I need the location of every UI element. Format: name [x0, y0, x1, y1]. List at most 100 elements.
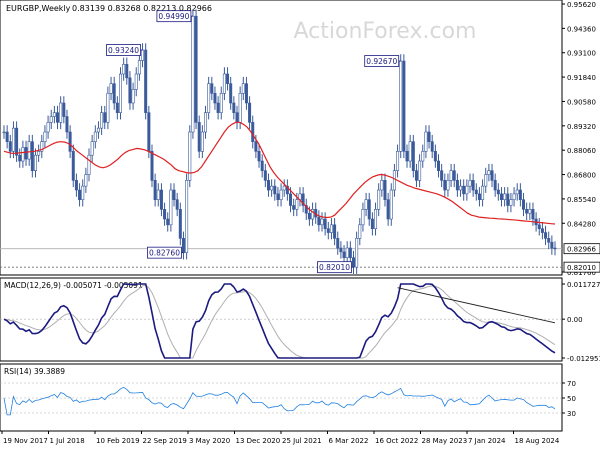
price-candle-body	[68, 131, 72, 152]
time-tick-label: 7 Jan 2024	[468, 437, 506, 445]
price-candle-body	[260, 160, 264, 171]
price-candle-body	[399, 60, 403, 152]
price-candle-body	[418, 160, 422, 181]
price-candle-body	[301, 193, 305, 206]
price-candle-body	[115, 102, 119, 113]
price-candle-body	[175, 199, 179, 210]
price-candle-body	[386, 199, 390, 220]
price-candle-body	[553, 247, 557, 250]
annotation-label: 0.94990	[158, 12, 189, 21]
macd-axis: 0.011727 0.00 -0.012951	[562, 281, 600, 363]
macd-title: MACD(12,26,9) -0.005071 -0.005091	[4, 281, 143, 290]
price-candle-body	[169, 189, 173, 226]
price-candle-body	[355, 238, 359, 268]
price-tick-label: 0.95620	[567, 1, 596, 9]
price-candle-body	[71, 151, 75, 181]
price-candle-body	[59, 102, 63, 123]
price-candle-body	[374, 209, 378, 229]
price-candle-body	[474, 189, 478, 195]
price-candle-body	[232, 102, 236, 113]
price-candle-body	[459, 185, 463, 191]
price-candle-body	[452, 170, 456, 181]
price-candle-body	[493, 180, 497, 191]
price-candle-body	[131, 89, 135, 104]
price-candle-body	[317, 216, 321, 226]
price-candle-body	[311, 209, 315, 220]
price-candle-body	[74, 180, 78, 191]
price-candle-body	[197, 122, 201, 152]
price-candle-body	[166, 218, 170, 226]
price-candle-body	[364, 199, 368, 210]
price-candle-body	[540, 228, 544, 233]
rsi-tick-label: 30	[567, 410, 576, 418]
macd-tick-label: 0.011727	[567, 281, 600, 289]
price-tick-label: 0.86800	[567, 172, 596, 180]
price-candle-body	[219, 93, 223, 113]
price-candle-body	[43, 131, 47, 142]
price-candle-body	[525, 209, 529, 214]
price-candle-body	[282, 185, 286, 191]
rsi-line	[3, 386, 556, 416]
annotation-label: 0.93240	[108, 46, 139, 55]
price-candle-body	[147, 112, 151, 152]
price-candle-body	[263, 170, 267, 181]
price-candle-body	[484, 174, 488, 187]
price-candle-body	[15, 127, 19, 156]
price-candle-body	[118, 73, 122, 113]
price-candle-body	[487, 170, 491, 175]
macd-panel-frame	[0, 277, 563, 362]
price-candle-body	[200, 131, 204, 152]
rsi-tick-label: 70	[567, 380, 576, 388]
macd-trendline	[397, 287, 556, 324]
price-candle-body	[389, 189, 393, 220]
price-candle-body	[320, 218, 324, 226]
price-candle-body	[509, 199, 513, 206]
price-candle-body	[361, 209, 365, 226]
price-candle-body	[163, 209, 167, 220]
low-price-label: 0.82010	[567, 264, 596, 272]
price-candle-body	[449, 170, 453, 181]
price-candle-body	[462, 185, 466, 195]
price-candle-body	[194, 15, 198, 123]
price-candle-body	[241, 83, 245, 94]
price-candle-body	[351, 257, 355, 268]
price-candle-body	[96, 127, 100, 133]
ma-series-line	[3, 121, 556, 225]
price-candle-body	[443, 180, 447, 191]
time-tick-label: 25 Jul 2021	[282, 437, 322, 445]
price-candle-body	[257, 151, 261, 162]
annotation-label: 0.82010	[319, 263, 350, 272]
time-tick-label: 6 Mar 2022	[329, 437, 369, 445]
price-candle-body	[93, 131, 97, 142]
price-candle-body	[153, 180, 157, 200]
annotation-box	[156, 10, 192, 23]
price-candle-body	[358, 224, 362, 239]
price-candle-body	[405, 151, 409, 162]
price-candle-body	[490, 170, 494, 181]
price-tick-label: 0.91840	[567, 74, 596, 82]
price-candle-body	[159, 189, 163, 210]
annotation-box	[317, 261, 352, 274]
macd-tick-label: -0.012951	[567, 355, 600, 363]
price-candle-body	[437, 160, 441, 171]
price-candle-body	[292, 205, 296, 210]
ohlc-label: 0.83139 0.83268 0.82213 0.82966	[72, 4, 212, 13]
macd-line	[3, 283, 556, 359]
price-candle-body	[503, 193, 507, 200]
price-candle-body	[8, 141, 12, 152]
price-candle-body	[87, 154, 91, 175]
current-price-box	[563, 243, 600, 255]
annotation-label: 0.82760	[149, 249, 180, 258]
price-candle-body	[191, 15, 195, 133]
price-candle-body	[279, 189, 283, 200]
time-tick-label: 22 Sep 2019	[143, 437, 187, 445]
time-tick-label: 19 Nov 2017	[3, 437, 48, 445]
price-candle-body	[210, 83, 214, 94]
price-candle-body	[506, 193, 510, 206]
price-candle-body	[24, 147, 28, 160]
price-candle-body	[499, 193, 503, 200]
price-candle-body	[496, 189, 500, 195]
price-candle-body	[547, 238, 551, 243]
price-candle-body	[468, 180, 472, 187]
